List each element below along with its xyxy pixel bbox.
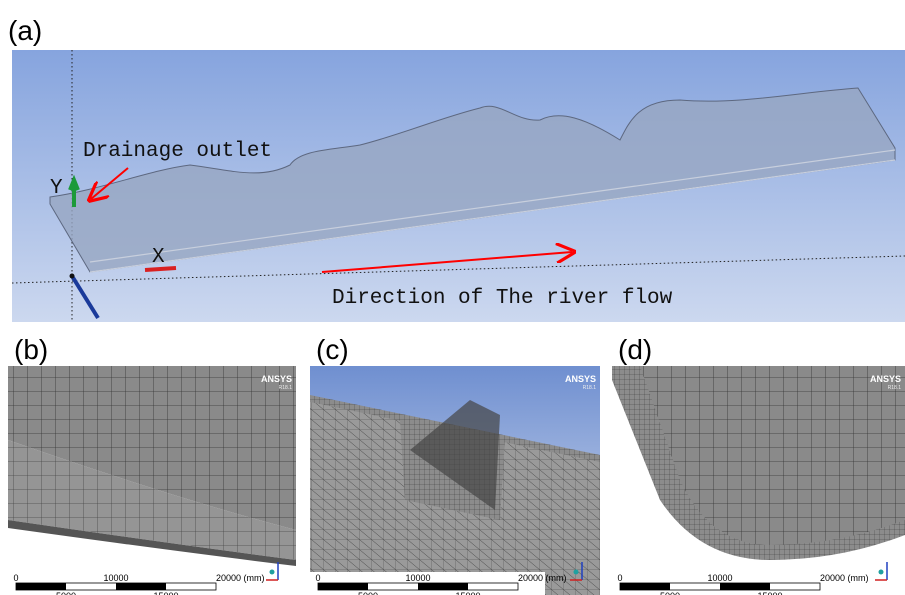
scale-label: 5000 <box>358 591 378 595</box>
panel-label: (d) <box>618 334 652 365</box>
origin <box>70 274 75 279</box>
scale-label: 10000 <box>103 573 128 583</box>
logo: ANSYS <box>261 374 292 384</box>
scale-label: 10000 <box>707 573 732 583</box>
scale-label: 5000 <box>56 591 76 595</box>
scale-label: 20000 (mm) <box>820 573 869 583</box>
version: R18.1 <box>888 385 902 391</box>
panel-label: (b) <box>14 334 48 365</box>
version: R18.1 <box>279 385 293 391</box>
scale-bar <box>16 583 66 590</box>
scale-label: 0 <box>617 573 622 583</box>
scale-label: 20000 (mm) <box>216 573 265 583</box>
scale-label: 0 <box>13 573 18 583</box>
scale-label: 5000 <box>660 591 680 595</box>
scale-label: 15000 <box>757 591 782 595</box>
scale-label: 20000 (mm) <box>518 573 567 583</box>
triad <box>270 570 275 575</box>
triad <box>879 570 884 575</box>
figure: (a) Y X Drainage outlet Direction of The… <box>0 0 905 595</box>
panel-label: (a) <box>8 15 42 46</box>
scale-label: 10000 <box>405 573 430 583</box>
triad <box>574 570 579 575</box>
scale-bar <box>116 583 166 590</box>
axis-label: Y <box>50 177 63 200</box>
scale-label: 15000 <box>153 591 178 595</box>
scale-label: 0 <box>315 573 320 583</box>
scale-bar <box>620 583 670 590</box>
scale-bar <box>418 583 468 590</box>
scale-bar <box>318 583 368 590</box>
annotation: Drainage outlet <box>83 140 272 163</box>
panel-label: (c) <box>316 334 349 365</box>
scale-bar <box>720 583 770 590</box>
scale-label: 15000 <box>455 591 480 595</box>
logo: ANSYS <box>565 374 596 384</box>
axis-label: X <box>152 246 165 269</box>
version: R18.1 <box>583 385 597 391</box>
logo: ANSYS <box>870 374 901 384</box>
annotation: Direction of The river flow <box>332 287 673 310</box>
